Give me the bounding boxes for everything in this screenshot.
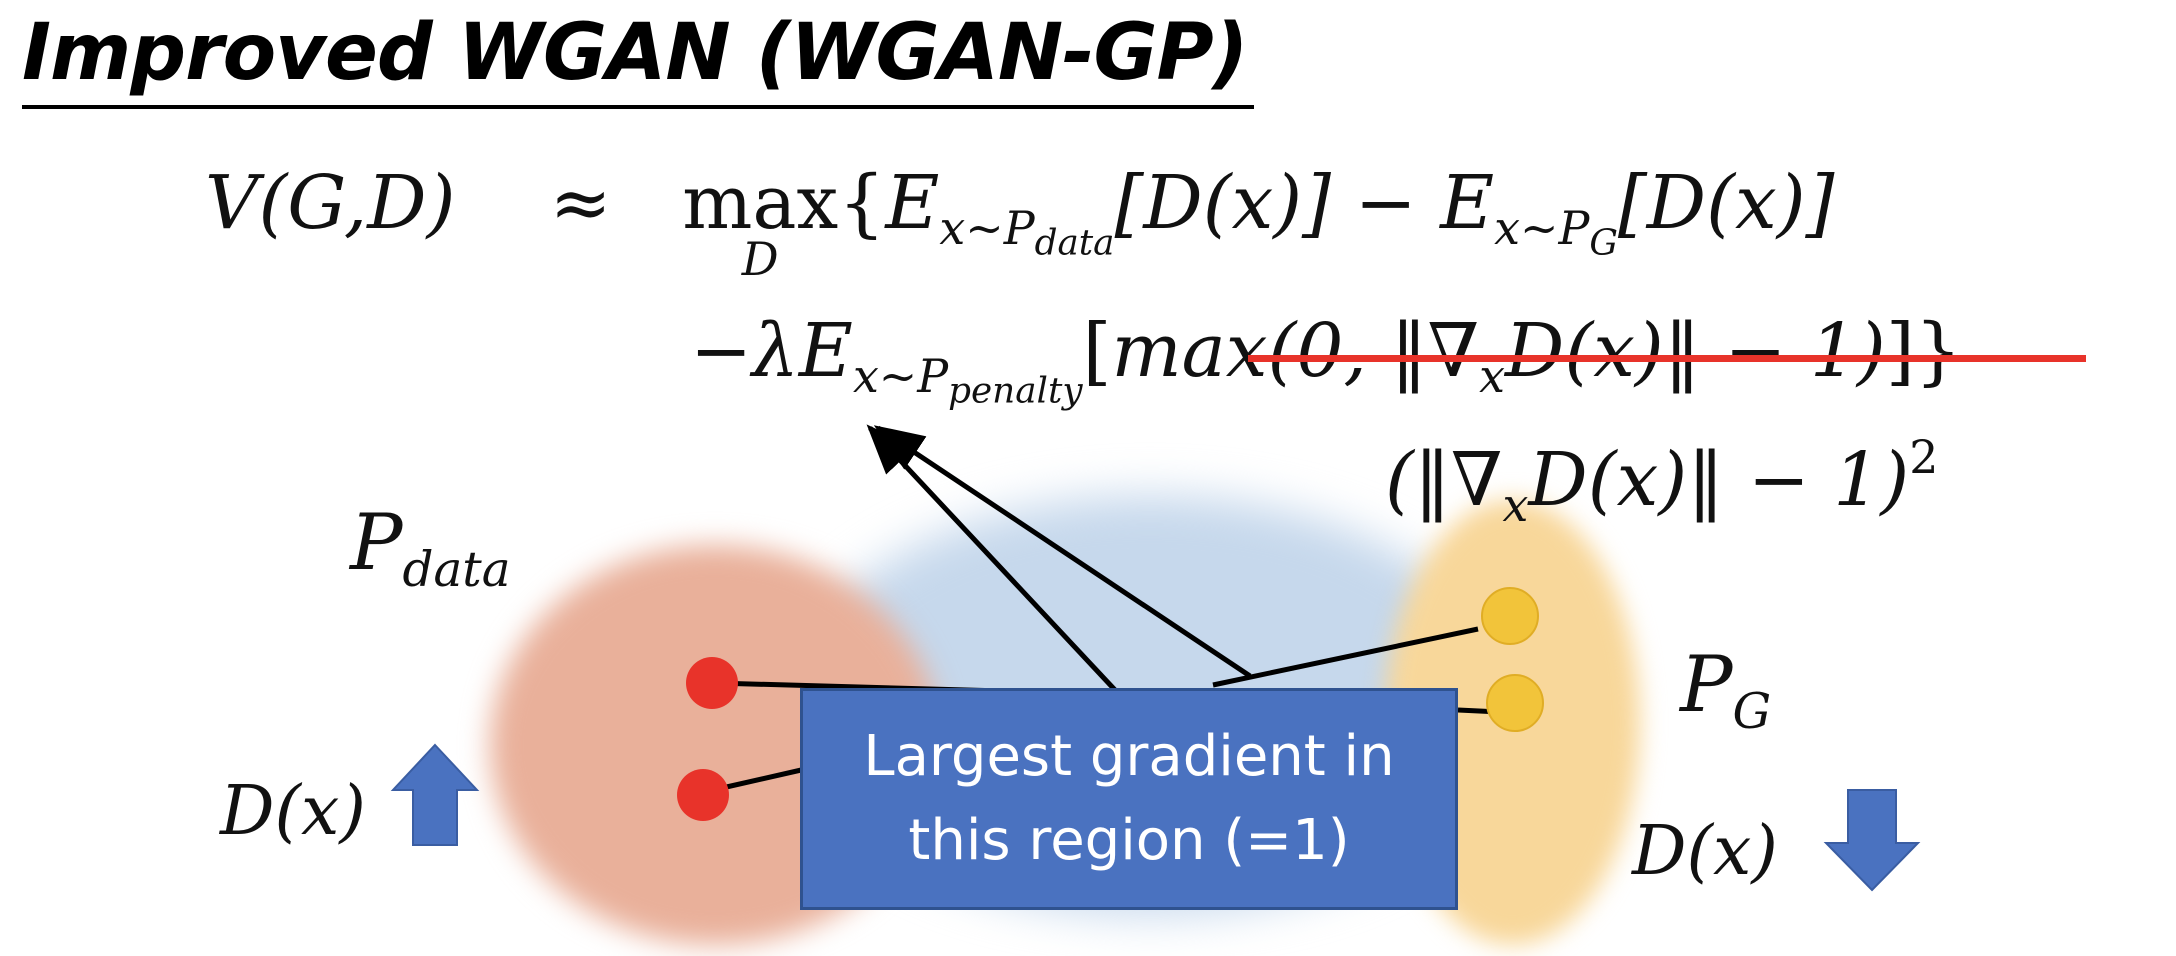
real-sample-point-1 [686,657,738,709]
expectation-data: E [885,160,940,246]
approx-sign: ≈ [549,160,612,246]
strikethrough-line [1248,355,2086,362]
d-of-x-label-right: D(x) [1632,812,1778,891]
callout-line-2: this region (=1) [908,808,1350,873]
d-of-x-label-left: D(x) [220,772,366,851]
title-underline [22,105,1254,109]
discriminator-term-2: [D(x)] [1617,160,1835,246]
generated-sample-point-1 [1481,587,1539,645]
pg-label: PG [1680,640,1772,740]
penalty-subscript: x~P [852,349,949,404]
replacement-open: (‖∇ [1385,437,1503,524]
real-sample-point-2 [677,769,729,821]
max-operator: max [682,160,839,246]
up-arrow-icon [390,743,480,846]
penalty-arrow-1 [866,424,1117,692]
max-subscript: D [741,232,779,286]
replacement-subscript: x [1502,478,1529,533]
penalty-subsub: penalty [948,370,1083,412]
discriminator-term-1: [D(x)] [1114,160,1332,246]
minus-sign: − [1354,160,1417,246]
formula-line-1: V(G,D) ≈ max D {Ex~Pdata[D(x)] − Ex~PG[D… [205,160,1835,286]
replacement-exponent: 2 [1909,430,1939,484]
bracket-close: ]} [1885,308,1962,394]
bracket-open: [ [1082,308,1112,394]
gradient-callout-box: Largest gradient in this region (=1) [800,688,1458,910]
data-subscript: data [1034,222,1115,264]
replacement-term: (‖∇xD(x)‖ − 1)2 [1385,430,1938,532]
expectation-g-subscript: x~P [1494,201,1590,256]
callout-line-1: Largest gradient in [863,724,1395,789]
replacement-mid: D(x)‖ − 1) [1528,437,1910,524]
brace-open: { [838,160,886,246]
g-subscript: G [1589,222,1618,264]
value-function: V(G,D) [205,160,456,246]
down-arrow-icon [1823,789,1921,892]
penalty-expectation: −λE [690,308,853,394]
pdata-label: Pdata [350,498,511,598]
slide-title: Improved WGAN (WGAN-GP) [22,8,1248,98]
formula-line-2: −λEx~Ppenalty[max(0, ‖∇xD(x)‖ − 1)]} [690,308,1962,412]
struck-term: max(0, ‖∇xD(x)‖ − 1) [1111,308,1886,404]
interpolation-line-2 [1212,626,1479,688]
generated-sample-point-2 [1486,674,1544,732]
expectation-data-subscript: x~P [939,201,1035,256]
penalty-arrow-2 [873,425,1252,679]
expectation-g: E [1440,160,1495,246]
